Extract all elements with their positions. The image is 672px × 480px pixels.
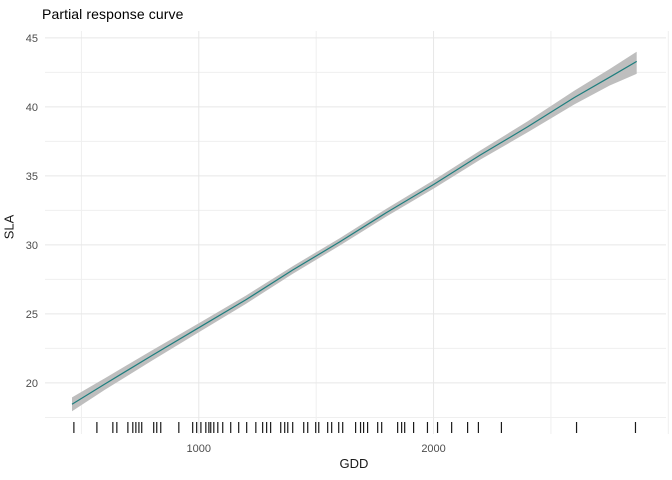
confidence-ribbon	[72, 51, 637, 412]
y-tick-label: 30	[26, 240, 38, 252]
y-tick-label: 35	[26, 171, 38, 183]
y-tick-label: 25	[26, 309, 38, 321]
y-tick-label: 40	[26, 102, 38, 114]
response-line	[71, 60, 638, 405]
chart-title: Partial response curve	[42, 6, 184, 22]
y-tick-label: 20	[26, 378, 38, 390]
x-tick-label: 1000	[187, 443, 211, 455]
x-tick-label: 2000	[421, 443, 445, 455]
y-tick-label: 45	[26, 33, 38, 45]
x-axis-title: GDD	[339, 456, 369, 471]
